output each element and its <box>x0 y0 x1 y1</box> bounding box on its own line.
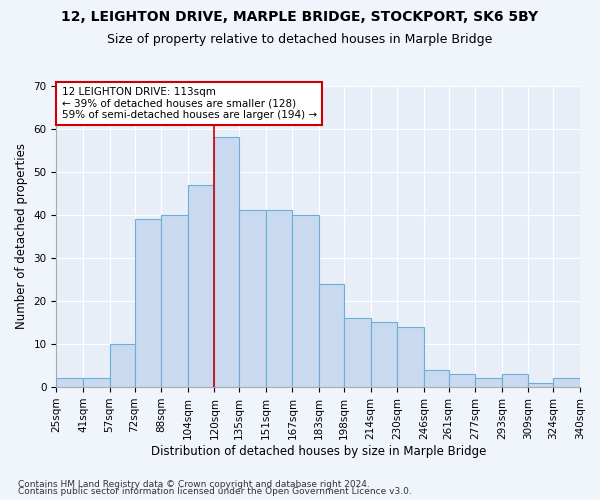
Text: Contains HM Land Registry data © Crown copyright and database right 2024.: Contains HM Land Registry data © Crown c… <box>18 480 370 489</box>
Text: 12, LEIGHTON DRIVE, MARPLE BRIDGE, STOCKPORT, SK6 5BY: 12, LEIGHTON DRIVE, MARPLE BRIDGE, STOCK… <box>61 10 539 24</box>
Bar <box>502 374 529 387</box>
Bar <box>553 378 580 387</box>
Y-axis label: Number of detached properties: Number of detached properties <box>15 144 28 330</box>
Bar <box>424 370 449 387</box>
Bar <box>83 378 110 387</box>
Bar <box>344 318 371 387</box>
Bar <box>397 327 424 387</box>
Bar <box>529 383 553 387</box>
Bar <box>319 284 344 387</box>
Bar <box>56 378 83 387</box>
Bar <box>134 219 161 387</box>
Bar <box>161 215 188 387</box>
Bar <box>449 374 475 387</box>
Bar <box>371 322 397 387</box>
Bar <box>266 210 292 387</box>
Bar <box>292 215 319 387</box>
Bar <box>188 184 214 387</box>
Bar <box>214 137 239 387</box>
Bar <box>475 378 502 387</box>
Bar <box>239 210 266 387</box>
X-axis label: Distribution of detached houses by size in Marple Bridge: Distribution of detached houses by size … <box>151 444 486 458</box>
Text: 12 LEIGHTON DRIVE: 113sqm
← 39% of detached houses are smaller (128)
59% of semi: 12 LEIGHTON DRIVE: 113sqm ← 39% of detac… <box>62 87 317 120</box>
Bar <box>110 344 134 387</box>
Text: Contains public sector information licensed under the Open Government Licence v3: Contains public sector information licen… <box>18 488 412 496</box>
Text: Size of property relative to detached houses in Marple Bridge: Size of property relative to detached ho… <box>107 32 493 46</box>
